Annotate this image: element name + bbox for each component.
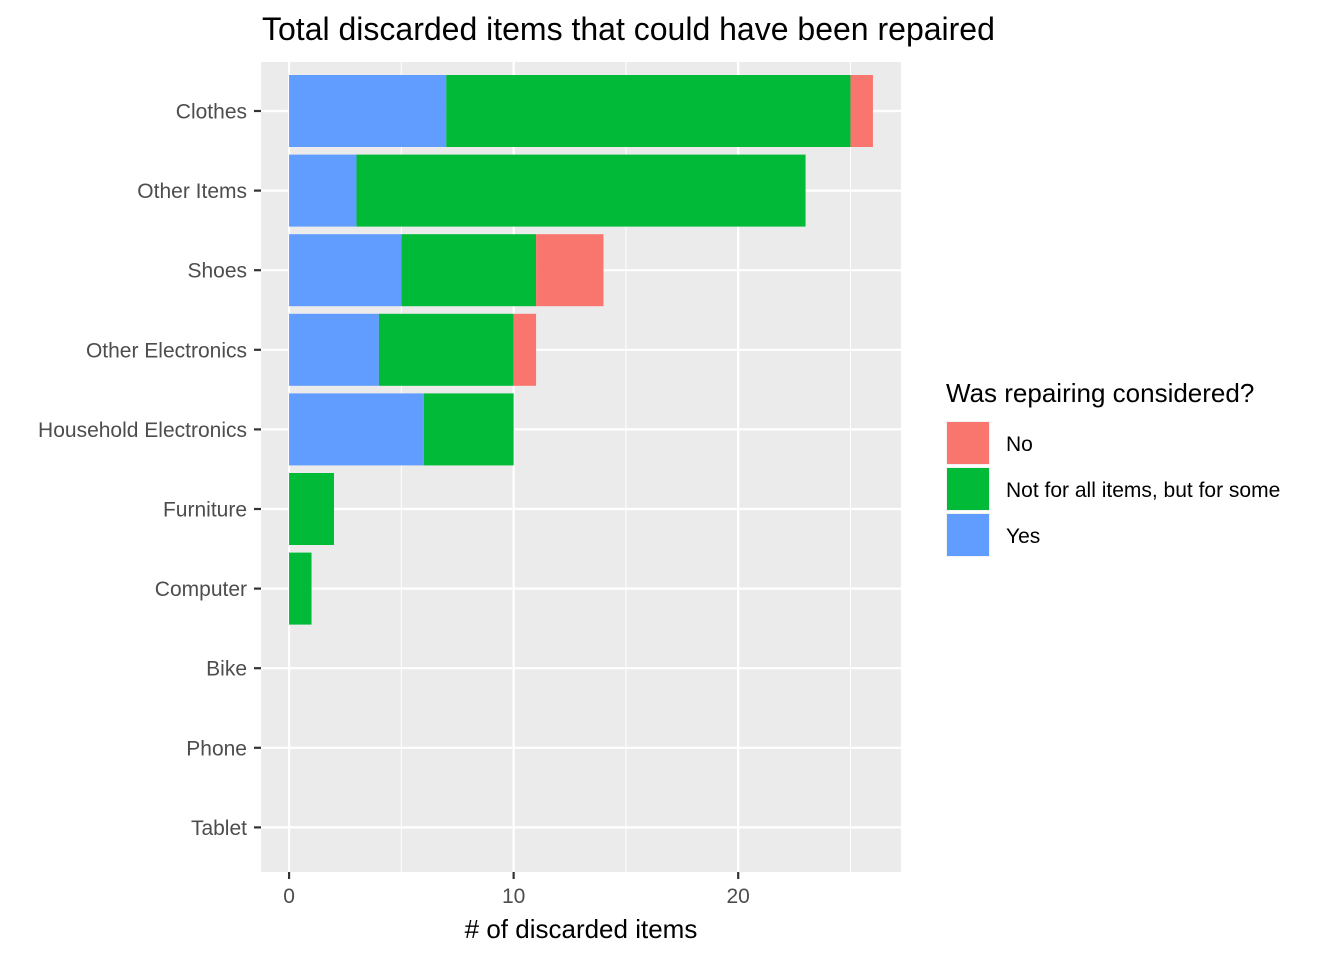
bar-segment: [356, 154, 806, 227]
legend-label: Not for all items, but for some: [1006, 479, 1280, 502]
bar-segment: [536, 234, 604, 307]
bar-segment: [289, 154, 357, 227]
bar-segment: [289, 473, 334, 545]
bar-segment: [513, 313, 537, 386]
bar-segment: [446, 75, 851, 147]
bar-segment: [850, 75, 873, 147]
y-tick-label: Phone: [186, 737, 247, 760]
bar-segment: [289, 75, 447, 147]
y-tick-label: Household Electronics: [38, 419, 247, 442]
bar-segment: [401, 234, 537, 307]
bar-segment: [289, 393, 424, 466]
bar-segment: [289, 313, 379, 386]
bar-segment: [378, 313, 514, 386]
legend-title: Was repairing considered?: [946, 378, 1254, 408]
legend-items: No Not for all items, but for some Yes: [946, 421, 1280, 557]
x-tick-label: 20: [727, 885, 750, 908]
y-tick-label: Furniture: [163, 499, 247, 522]
x-axis: 0 10 20: [283, 872, 750, 908]
x-axis-title: # of discarded items: [465, 914, 698, 944]
chart-title: Total discarded items that could have be…: [262, 11, 995, 47]
legend-label: No: [1006, 433, 1033, 456]
y-tick-label: Other Electronics: [86, 339, 247, 362]
legend-swatch: [947, 514, 989, 556]
y-tick-label: Clothes: [176, 101, 247, 124]
y-tick-label: Other Items: [137, 180, 247, 203]
y-tick-label: Bike: [206, 658, 247, 681]
x-tick-label: 10: [502, 885, 525, 908]
x-tick-label: 0: [283, 885, 295, 908]
legend: Was repairing considered? No Not for all …: [946, 378, 1280, 557]
bars: [289, 75, 873, 625]
y-tick-label: Shoes: [187, 260, 247, 283]
bar-segment: [423, 393, 514, 466]
y-axis: Clothes Other Items Shoes Other Electronics…: [38, 101, 261, 840]
y-tick-label: Computer: [155, 578, 247, 601]
bar-segment: [289, 234, 402, 307]
bar-segment: [289, 552, 312, 625]
y-tick-label: Tablet: [191, 817, 247, 840]
legend-swatch: [947, 468, 989, 510]
legend-swatch: [947, 422, 989, 464]
legend-label: Yes: [1006, 525, 1040, 548]
